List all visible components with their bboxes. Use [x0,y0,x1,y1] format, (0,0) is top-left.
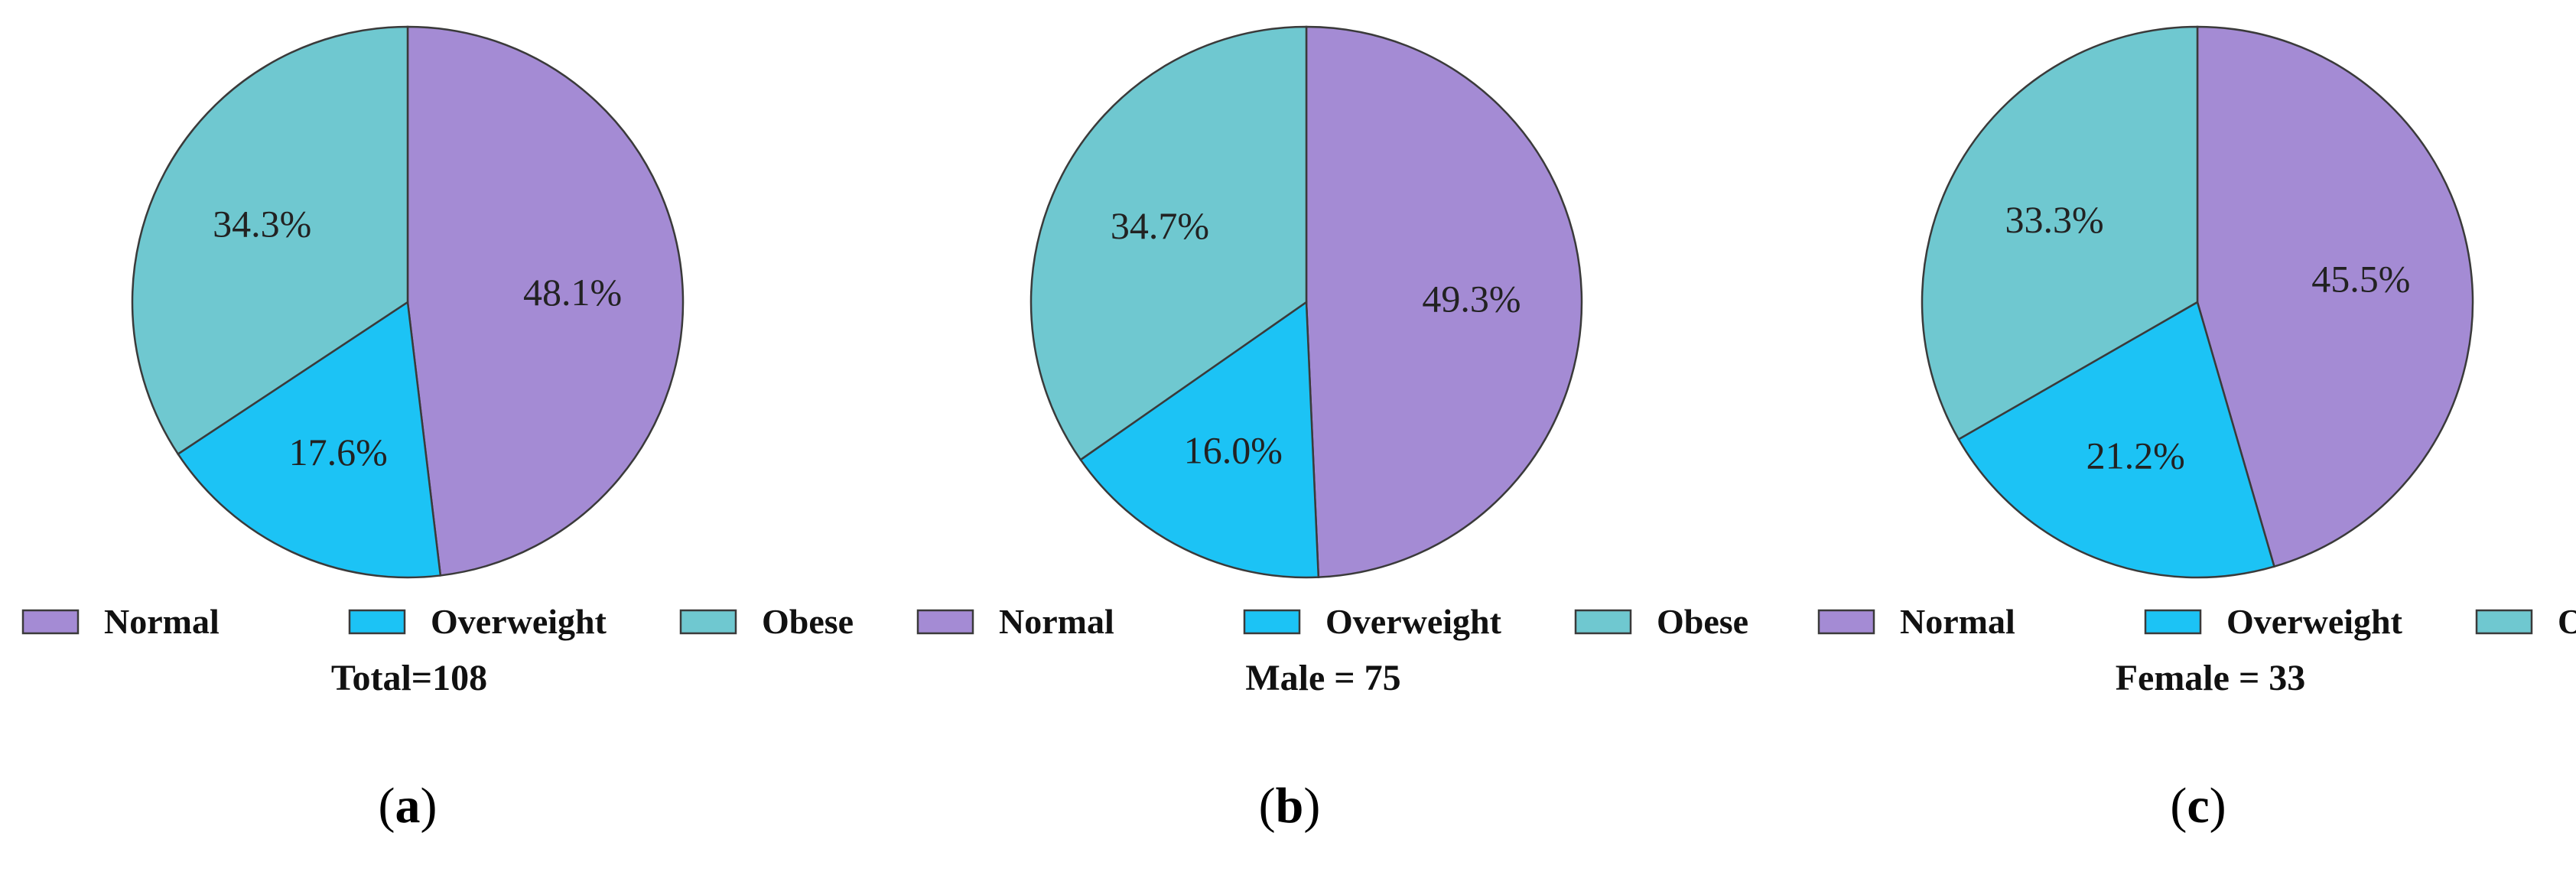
legend-swatch-obese [1574,609,1632,635]
panel-caption: Total=108 [331,658,487,698]
slice-value-label: 17.6% [289,431,388,473]
legend-label-normal: Normal [999,602,1114,641]
legend-swatch-overweight [2144,609,2202,635]
slice-value-label: 45.5% [2311,258,2410,301]
panel-caption: Male = 75 [1245,658,1400,698]
pie-slice-normal [406,25,685,577]
panel-letter-id: c [2187,778,2209,834]
pie-slice-obese [131,25,409,456]
panel-letter: (c) [2170,778,2226,834]
legend-label-normal: Normal [1900,602,2015,641]
panel-caption: Female = 33 [2116,658,2306,698]
pie-slice-overweight [1957,301,2275,579]
legend-swatch-normal [1817,609,1875,635]
legend-label-obese: Obese [762,602,854,641]
chart-panels: 48.1% 17.6% 34.3% Normal Overweight Obese Tota… [21,25,2576,834]
legend-swatch-overweight [348,609,406,635]
legend-label-obese: Obese [2558,602,2576,641]
pie-slice-overweight [1079,300,1320,579]
pie-panel-a: 48.1% 17.6% 34.3% Normal Overweight Obese Tota… [21,25,854,834]
slice-value-label: 33.3% [2005,198,2103,241]
legend-label-obese: Obese [1657,602,1748,641]
slice-value-label: 34.3% [213,203,311,246]
slice-value-label: 16.0% [1184,429,1283,472]
legend-swatch-obese [679,609,737,635]
panel-letter: (b) [1259,778,1321,834]
legend-label-overweight: Overweight [1325,602,1502,641]
legend: Normal Overweight Obese [1817,602,2576,641]
pie-panel-b: 49.3% 16.0% 34.7% Normal Overweight Obese Male… [916,25,1748,834]
pie-slice-overweight [176,300,442,579]
pie-slice-obese [1029,25,1308,461]
legend: Normal Overweight Obese [916,602,1748,641]
panel-letter: (a) [379,778,437,834]
legend-swatch-obese [2475,609,2533,635]
legend: Normal Overweight Obese [21,602,854,641]
pie-slice-normal [2196,25,2474,568]
slice-value-label: 34.7% [1111,204,1209,247]
legend-swatch-normal [916,609,974,635]
legend-label-overweight: Overweight [2226,602,2403,641]
pie-panel-c: 45.5% 21.2% 33.3% Normal Overweight Obese Fema… [1817,25,2576,834]
legend-swatch-overweight [1243,609,1301,635]
slice-value-label: 21.2% [2086,434,2185,477]
panel-letter-id: b [1276,778,1304,834]
legend-label-overweight: Overweight [431,602,607,641]
slice-value-label: 49.3% [1422,277,1521,320]
legend-swatch-normal [21,609,80,635]
legend-label-normal: Normal [104,602,220,641]
panel-letter-id: a [395,778,421,834]
pie-slice-obese [1921,25,2199,441]
pie-slice-normal [1305,25,1583,578]
slice-value-label: 48.1% [523,271,622,314]
